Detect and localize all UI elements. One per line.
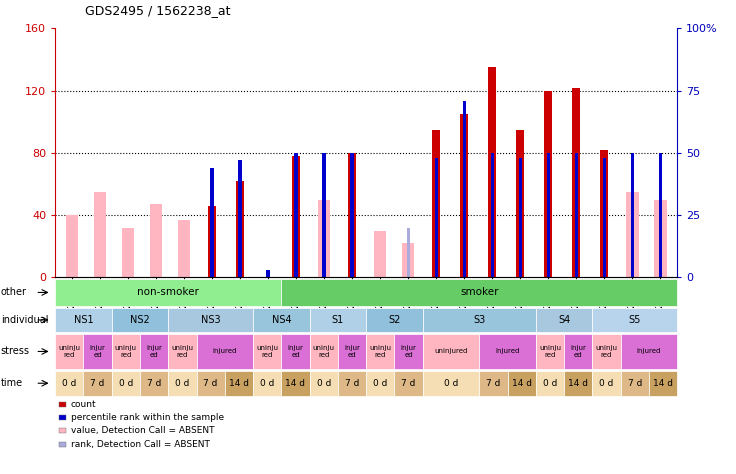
Bar [519,158,522,277]
Text: 7 d: 7 d [147,379,161,388]
Text: uninju
red: uninju red [58,345,80,358]
Text: injured: injured [637,348,661,355]
Bar [626,192,639,277]
Text: 14 d: 14 d [229,379,249,388]
Text: injur
ed: injur ed [146,345,162,358]
Text: S4: S4 [558,315,570,325]
Text: rank, Detection Call = ABSENT: rank, Detection Call = ABSENT [71,440,210,448]
Text: uninjured: uninjured [434,348,467,355]
Bar [178,220,191,277]
Text: 14 d: 14 d [286,379,305,388]
Text: 0 d: 0 d [599,379,614,388]
Bar [572,88,581,277]
Text: 0 d: 0 d [444,379,458,388]
Bar [348,153,356,277]
Text: GDS2495 / 1562238_at: GDS2495 / 1562238_at [85,4,230,17]
Text: 7 d: 7 d [401,379,416,388]
Bar [402,243,414,277]
Text: time: time [1,378,23,388]
Text: 14 d: 14 d [653,379,673,388]
Text: NS2: NS2 [130,315,150,325]
Bar [488,67,496,277]
Bar [516,129,525,277]
Text: S5: S5 [629,315,641,325]
Text: injur
ed: injur ed [400,345,417,358]
Text: 0 d: 0 d [316,379,331,388]
Text: 0 d: 0 d [62,379,77,388]
Bar [266,270,270,277]
Text: NS4: NS4 [272,315,291,325]
Bar [93,192,106,277]
Text: 7 d: 7 d [486,379,500,388]
Text: 7 d: 7 d [91,379,105,388]
Bar [66,215,78,277]
Text: injur
ed: injur ed [570,345,586,358]
Text: 0 d: 0 d [542,379,557,388]
Bar [575,153,578,277]
Bar [236,181,244,277]
Text: other: other [1,287,26,298]
Bar [432,129,440,277]
Text: non-smoker: non-smoker [138,287,199,298]
Text: 7 d: 7 d [203,379,218,388]
Text: smoker: smoker [460,287,498,298]
Bar [208,206,216,277]
Text: 0 d: 0 d [260,379,275,388]
Bar [374,231,386,277]
Text: uninju
red: uninju red [256,345,278,358]
Text: 0 d: 0 d [118,379,133,388]
Text: S1: S1 [332,315,344,325]
Text: injured: injured [213,348,237,355]
Text: injur
ed: injur ed [344,345,360,358]
Text: NS3: NS3 [201,315,221,325]
Bar [603,158,606,277]
Bar [654,200,667,277]
Text: uninju
red: uninju red [595,345,618,358]
Text: individual: individual [1,315,49,325]
Bar [318,200,330,277]
Bar [210,168,213,277]
Bar [406,228,410,277]
Text: S2: S2 [389,315,400,325]
Text: injur
ed: injur ed [288,345,303,358]
Bar [322,153,326,277]
Bar [547,153,550,277]
Bar [631,153,634,277]
Text: injured: injured [495,348,520,355]
Bar [121,228,135,277]
Bar [294,153,298,277]
Text: uninju
red: uninju red [313,345,335,358]
Text: 14 d: 14 d [512,379,531,388]
Bar [149,204,163,277]
Bar [292,156,300,277]
Bar [490,153,494,277]
Text: uninju
red: uninju red [115,345,137,358]
Text: 14 d: 14 d [568,379,588,388]
Text: uninju
red: uninju red [171,345,194,358]
Text: uninju
red: uninju red [369,345,392,358]
Bar [460,114,468,277]
Text: count: count [71,400,96,409]
Bar [544,91,553,277]
Bar [238,160,241,277]
Text: NS1: NS1 [74,315,93,325]
Text: value, Detection Call = ABSENT: value, Detection Call = ABSENT [71,427,214,435]
Bar [600,150,609,277]
Bar [462,100,466,277]
Text: 7 d: 7 d [628,379,642,388]
Text: 0 d: 0 d [373,379,387,388]
Text: 7 d: 7 d [345,379,359,388]
Text: 0 d: 0 d [175,379,190,388]
Text: injur
ed: injur ed [90,345,105,358]
Bar [659,153,662,277]
Text: percentile rank within the sample: percentile rank within the sample [71,413,224,422]
Text: S3: S3 [473,315,485,325]
Bar [350,153,354,277]
Bar [434,158,438,277]
Text: stress: stress [1,346,29,356]
Text: uninju
red: uninju red [539,345,561,358]
